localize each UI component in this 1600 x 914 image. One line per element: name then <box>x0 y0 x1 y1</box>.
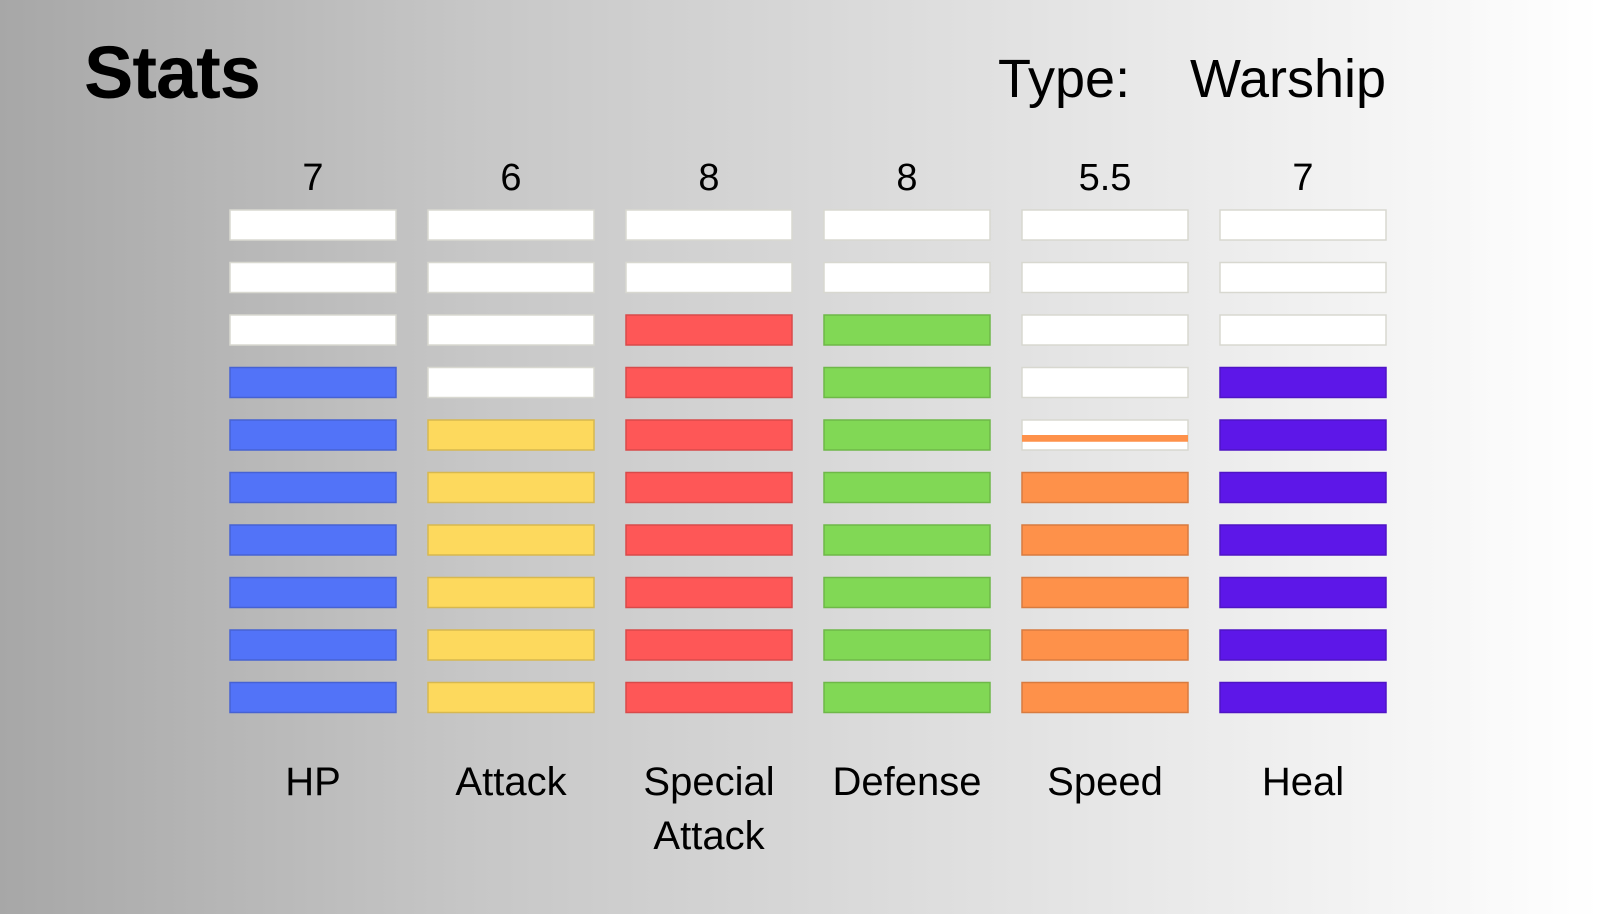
bar-segment-defense-3 <box>823 576 991 609</box>
category-label-hp: HP <box>285 760 341 804</box>
bar-segment-speed-9 <box>1021 261 1189 294</box>
bar-segment-attack-3 <box>427 576 595 609</box>
bar-segment-hp-8 <box>229 314 397 346</box>
bar-segment-hp-6 <box>229 419 397 451</box>
bar-segment-hp-9 <box>229 261 397 294</box>
value-label-speed: 5.5 <box>1079 157 1132 199</box>
category-label-heal: Heal <box>1262 760 1344 804</box>
bar-segment-hp-7 <box>229 366 397 399</box>
bar-segment-defense-2 <box>823 629 991 661</box>
bar-segment-attack-4 <box>427 524 595 556</box>
bar-segment-heal-9 <box>1219 261 1387 294</box>
bar-segment-speed-5 <box>1021 471 1189 504</box>
bar-segment-heal-4 <box>1219 524 1387 556</box>
bar-segment-hp-1 <box>229 681 397 714</box>
bar-segment-speed-3 <box>1021 576 1189 609</box>
value-label-defense: 8 <box>896 157 917 199</box>
category-label-speed: Speed <box>1047 760 1163 804</box>
bar-segment-special-attack-3 <box>625 576 793 609</box>
bar-segment-heal-2 <box>1219 629 1387 661</box>
bar-segment-attack-6 <box>427 419 595 451</box>
bar-segment-hp-5 <box>229 471 397 504</box>
bar-segment-speed-2 <box>1021 629 1189 661</box>
bar-segment-heal-3 <box>1219 576 1387 609</box>
bar-segment-special-attack-5 <box>625 471 793 504</box>
bar-segment-special-attack-8 <box>625 314 793 346</box>
bar-segment-attack-8 <box>427 314 595 346</box>
value-label-special-attack: 8 <box>698 157 719 199</box>
bar-segment-defense-5 <box>823 471 991 504</box>
bar-segment-heal-10 <box>1219 209 1387 241</box>
value-label-heal: 7 <box>1292 157 1313 199</box>
bar-segment-heal-6 <box>1219 419 1387 451</box>
bar-segment-defense-4 <box>823 524 991 556</box>
bar-segment-attack-1 <box>427 681 595 714</box>
bar-segment-hp-3 <box>229 576 397 609</box>
bar-segment-defense-1 <box>823 681 991 714</box>
bar-segment-attack-7 <box>427 366 595 399</box>
bar-segment-defense-6 <box>823 419 991 451</box>
bar-segment-speed-7 <box>1021 366 1189 399</box>
bar-segment-defense-8 <box>823 314 991 346</box>
bar-segment-partial-speed-6 <box>1022 435 1188 442</box>
bar-segment-special-attack-4 <box>625 524 793 556</box>
value-label-hp: 7 <box>302 157 323 199</box>
bar-segment-special-attack-1 <box>625 681 793 714</box>
bar-segment-special-attack-10 <box>625 209 793 241</box>
value-label-attack: 6 <box>500 157 521 199</box>
bar-segment-special-attack-6 <box>625 419 793 451</box>
bar-segment-heal-5 <box>1219 471 1387 504</box>
bar-segment-heal-7 <box>1219 366 1387 399</box>
type-value: Warship <box>1190 49 1387 109</box>
bar-segment-hp-2 <box>229 629 397 661</box>
bar-segment-defense-9 <box>823 261 991 294</box>
bar-segment-speed-4 <box>1021 524 1189 556</box>
bar-segment-heal-8 <box>1219 314 1387 346</box>
bar-segment-hp-10 <box>229 209 397 241</box>
bar-segment-defense-10 <box>823 209 991 241</box>
bar-segment-attack-2 <box>427 629 595 661</box>
category-label-special-attack: Special Attack <box>643 760 774 858</box>
bar-segment-defense-7 <box>823 366 991 399</box>
bar-segment-hp-4 <box>229 524 397 556</box>
bar-segment-speed-8 <box>1021 314 1189 346</box>
bar-segment-special-attack-7 <box>625 366 793 399</box>
bar-segment-special-attack-9 <box>625 261 793 294</box>
page-title: Stats <box>84 31 261 114</box>
bar-segment-attack-9 <box>427 261 595 294</box>
bar-segment-special-attack-2 <box>625 629 793 661</box>
category-label-defense: Defense <box>833 760 982 804</box>
bar-segment-speed-10 <box>1021 209 1189 241</box>
bar-segment-attack-5 <box>427 471 595 504</box>
bar-segment-attack-10 <box>427 209 595 241</box>
bar-segment-heal-1 <box>1219 681 1387 714</box>
bar-segment-speed-1 <box>1021 681 1189 714</box>
category-label-attack: Attack <box>455 760 567 804</box>
type-label: Type: <box>998 49 1131 109</box>
